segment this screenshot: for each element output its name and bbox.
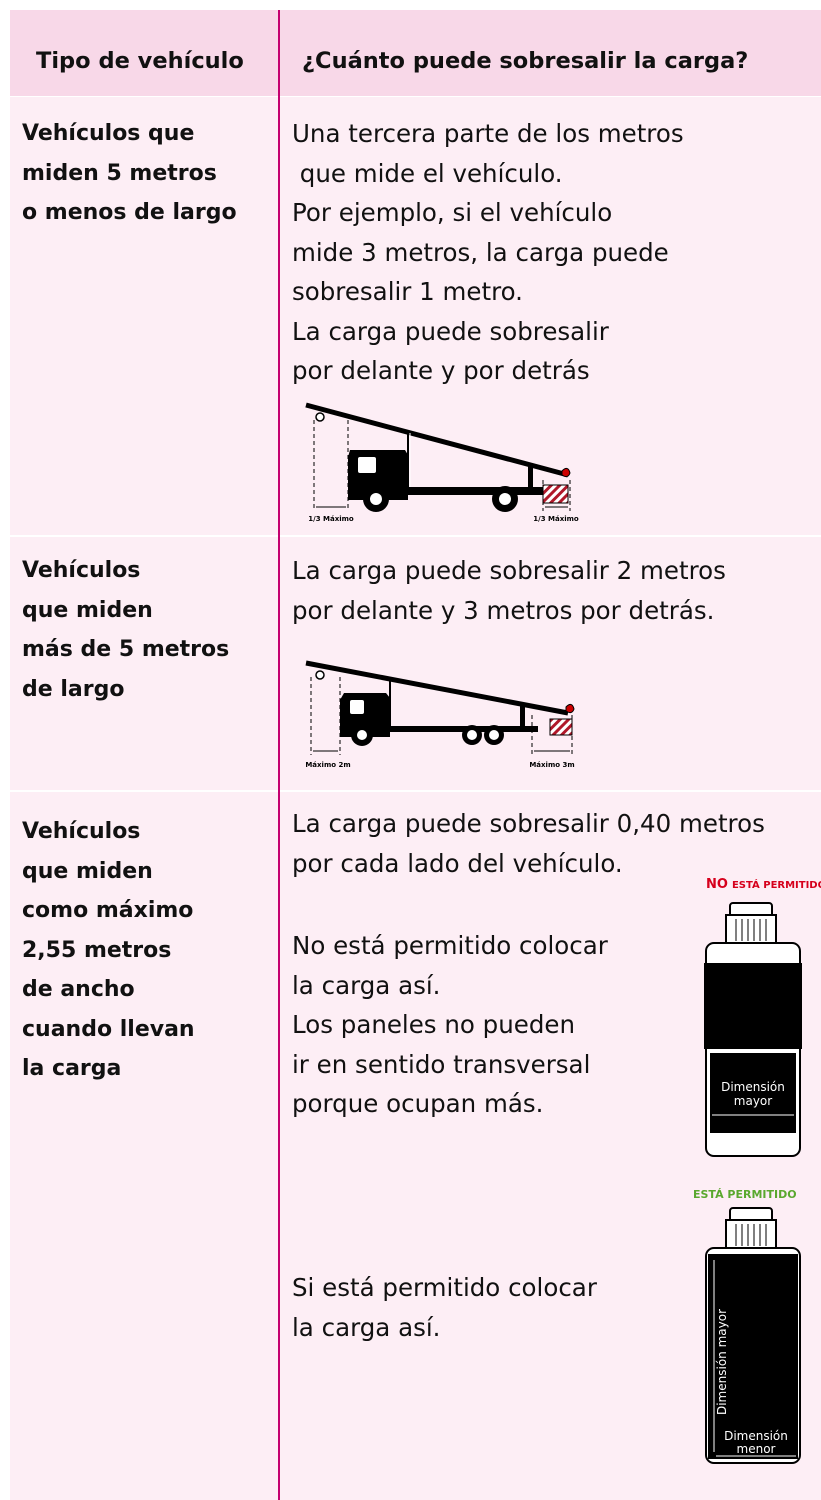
example-text: No está permitido colocar la carga así. Lo… xyxy=(292,926,608,1124)
description: La carga puede sobresalir 0,40 metros por… xyxy=(292,804,765,883)
dimension-label: menor xyxy=(737,1442,776,1456)
header-cell: Tipo de vehículo xyxy=(36,48,244,74)
dimension-label: mayor xyxy=(734,1094,772,1108)
text-line: La carga puede sobresalir 0,40 metros xyxy=(292,809,765,838)
figure-label: 1/3 Máximo xyxy=(533,515,579,523)
status-text: ESTÁ PERMITIDO xyxy=(732,878,821,891)
vehicle-type: Vehículos que miden como máximo 2,55 metros… xyxy=(22,812,195,1089)
top-view-diagram: NO ESTÁ PERMITIDO Dimensión mayor xyxy=(704,877,821,1157)
text-line: como máximo xyxy=(22,898,194,923)
text-line: mide 3 metros, la carga puede xyxy=(292,237,669,267)
status-prefix: NO xyxy=(706,877,728,892)
text-line: de ancho xyxy=(22,977,135,1002)
table-row xyxy=(10,792,821,1500)
text-line: miden 5 metros xyxy=(22,160,217,186)
text-line: por cada lado del vehículo. xyxy=(292,848,623,878)
dimension-label: Dimensión xyxy=(724,1429,788,1443)
text-line: Vehículos que xyxy=(22,121,195,146)
text-line: cuando llevan xyxy=(22,1016,195,1042)
description: Una tercera parte de los metros que mide… xyxy=(292,114,684,391)
example-text: Si está permitido colocar la carga así. xyxy=(292,1268,597,1347)
text-line: la carga así. xyxy=(292,970,441,1000)
text-line: que miden xyxy=(22,858,153,884)
text-line: Los paneles no pueden xyxy=(292,1010,575,1039)
text-line: Si está permitido colocar xyxy=(292,1273,597,1302)
column-divider xyxy=(278,10,280,1500)
description: La carga puede sobresalir 2 metros por de… xyxy=(292,551,726,630)
top-view-diagram: ESTÁ PERMITIDO Dimensión mayor Dimensión… xyxy=(693,1188,801,1464)
text-line: la carga xyxy=(22,1056,122,1081)
text-line: por delante y por detrás xyxy=(292,356,590,385)
truck-diagram: 1/3 Máximo 1/3 Máximo xyxy=(305,402,579,523)
text-line: La carga puede sobresalir 2 metros xyxy=(292,556,726,585)
text-line: No está permitido colocar xyxy=(292,931,608,960)
text-line: la carga así. xyxy=(292,1312,441,1342)
text-line: ir en sentido transversal xyxy=(292,1049,591,1079)
truck-diagram: Máximo 2m Máximo 3m xyxy=(305,660,575,769)
text-line: Una tercera parte de los metros xyxy=(292,119,684,148)
dimension-label: Dimensión xyxy=(721,1080,785,1094)
dimension-label: Dimensión mayor xyxy=(715,1309,729,1415)
text-line: de largo xyxy=(22,676,125,702)
header-row xyxy=(10,10,821,96)
status-label: ESTÁ PERMITIDO xyxy=(693,1188,797,1201)
table-row xyxy=(10,537,821,790)
status-label: NO ESTÁ PERMITIDO xyxy=(706,877,821,892)
vehicle-type: Vehículos que miden 5 metros o menos de la… xyxy=(22,114,237,233)
text-line: que miden xyxy=(22,597,153,623)
text-line: o menos de largo xyxy=(22,200,237,225)
text-line: Vehículos xyxy=(22,558,141,583)
text-line: por delante y 3 metros por detrás. xyxy=(292,595,715,625)
text-line: 2,55 metros xyxy=(22,937,172,963)
figure-label: 1/3 Máximo xyxy=(308,515,354,523)
text-line: Vehículos xyxy=(22,819,141,844)
text-line: que mide el vehículo. xyxy=(292,158,563,188)
text-line: La carga puede sobresalir xyxy=(292,316,609,346)
figure-label: Máximo 3m xyxy=(529,761,574,769)
table-row xyxy=(10,97,821,535)
vehicle-type: Vehículos que miden más de 5 metros de larg… xyxy=(22,551,229,709)
text-line: Por ejemplo, si el vehículo xyxy=(292,198,613,227)
figure-label: Máximo 2m xyxy=(305,761,350,769)
header-cell: ¿Cuánto puede sobresalir la carga? xyxy=(302,48,749,74)
text-line: sobresalir 1 metro. xyxy=(292,277,523,306)
text-line: porque ocupan más. xyxy=(292,1089,544,1118)
text-line: más de 5 metros xyxy=(22,637,230,662)
